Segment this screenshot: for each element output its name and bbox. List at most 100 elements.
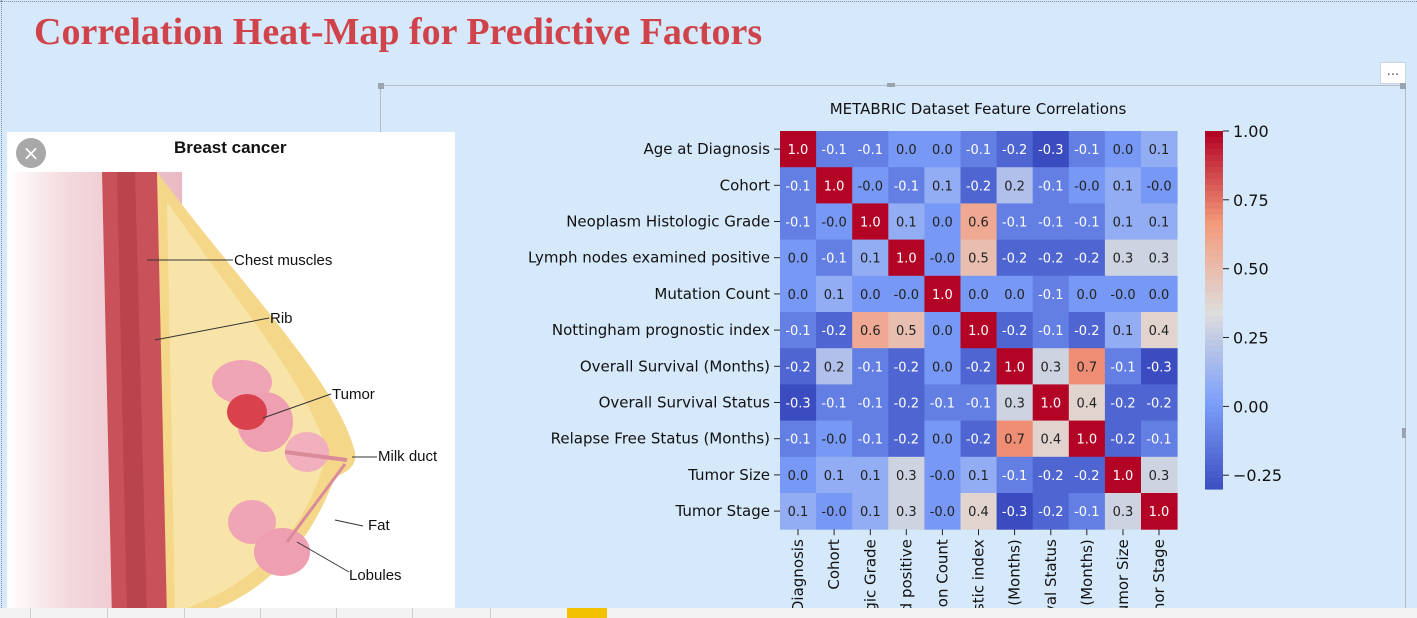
row-label: Nottingham prognostic index [552, 321, 770, 339]
colorbar-segment [1205, 471, 1223, 478]
colorbar-segment [1205, 369, 1223, 377]
heatmap-cell [816, 493, 853, 530]
row-label: Overall Survival (Months) [580, 357, 770, 375]
heatmap-cell [960, 203, 998, 241]
cell-value-label: -0.0 [1074, 179, 1099, 194]
heatmap-cell [1068, 312, 1106, 349]
heatmap-cell [1068, 493, 1106, 530]
heatmap-cell [780, 493, 817, 530]
column-label: utation Count [933, 539, 951, 618]
bottom-tab[interactable] [336, 608, 337, 618]
slide-title: Correlation Heat-Map for Predictive Fact… [34, 11, 763, 53]
heatmap-cell [1032, 312, 1070, 349]
heatmap-cell [996, 131, 1034, 168]
heatmap-cell [816, 275, 853, 313]
cell-value-label: -0.2 [1038, 469, 1063, 484]
cell-value-label: 1.0 [932, 288, 953, 303]
heatmap-cell [924, 239, 961, 277]
heatmap-cell [1141, 203, 1178, 241]
cell-value-label: 0.1 [860, 505, 881, 520]
resize-handle-right[interactable] [1402, 428, 1406, 438]
colorbar-segment [1205, 459, 1223, 466]
cell-value-label: -0.0 [821, 433, 846, 448]
resize-handle-top-right[interactable] [1400, 83, 1406, 89]
bottom-tab[interactable] [260, 608, 261, 618]
cell-value-label: 0.3 [1040, 360, 1061, 375]
cell-value-label: -0.1 [1146, 433, 1171, 448]
breast-cancer-illustration [7, 132, 455, 618]
colorbar-segment [1205, 483, 1223, 490]
heatmap-cell [924, 420, 961, 458]
cell-value-label: 0.0 [788, 288, 809, 303]
heatmap-cell [1141, 420, 1178, 458]
colorbar-segment [1205, 256, 1223, 263]
heatmap-cell [888, 167, 925, 204]
colorbar-segment [1205, 166, 1223, 174]
colorbar-segment [1205, 327, 1223, 335]
cell-value-label: -0.1 [785, 324, 810, 339]
bottom-tab[interactable] [30, 608, 31, 618]
heatmap-cell [996, 167, 1034, 204]
colorbar-segment [1205, 429, 1223, 436]
heatmap-cell [852, 384, 889, 422]
heatmap-cell [1104, 348, 1142, 385]
heatmap-cell [924, 312, 961, 349]
heatmap-cell [960, 131, 998, 168]
illustration-title: Breast cancer [174, 138, 287, 157]
colorbar-segment [1205, 131, 1223, 138]
bottom-tab[interactable] [107, 608, 108, 618]
heatmap-cell [996, 456, 1034, 494]
heatmap-cell [1104, 493, 1142, 530]
row-label: Neoplasm Histologic Grade [566, 213, 770, 231]
cell-value-label: -0.3 [1038, 143, 1063, 158]
cell-value-label: -0.2 [894, 433, 919, 448]
heatmap-cell [1104, 131, 1142, 168]
column-label: ologic Grade [861, 539, 879, 618]
heatmap-cell [1141, 493, 1178, 530]
heatmap-cell [996, 312, 1034, 349]
resize-handle-top-left[interactable] [378, 83, 384, 89]
close-icon[interactable]: × [16, 138, 46, 168]
cell-value-label: 0.0 [788, 252, 809, 267]
bottom-tab[interactable] [490, 608, 491, 618]
cell-value-label: 0.5 [896, 324, 917, 339]
row-label: Relapse Free Status (Months) [551, 430, 770, 448]
cell-value-label: -0.2 [966, 360, 991, 375]
heatmap-cell [996, 275, 1034, 313]
heatmap-cell [852, 131, 889, 168]
heatmap-cell [1104, 167, 1142, 204]
more-options-button[interactable]: ... [1380, 62, 1406, 84]
resize-handle-top[interactable] [887, 83, 895, 87]
heatmap-cell [1141, 348, 1178, 385]
heatmap-cell [1104, 384, 1142, 422]
cell-value-label: 1.0 [860, 216, 881, 231]
heatmap-cell [816, 203, 853, 241]
colorbar-segment [1205, 310, 1223, 317]
cell-value-label: 1.0 [1113, 469, 1134, 484]
bottom-tab[interactable] [184, 608, 185, 618]
heatmap-cell [1104, 420, 1142, 458]
cell-value-label: 0.4 [1149, 324, 1170, 339]
cell-value-label: -0.2 [1074, 324, 1099, 339]
colorbar-segment [1205, 184, 1223, 192]
cell-value-label: -0.1 [1038, 324, 1063, 339]
heatmap-cell [960, 420, 998, 458]
bottom-highlight[interactable] [567, 608, 607, 618]
cell-value-label: 0.1 [1149, 143, 1170, 158]
colorbar-segment [1205, 417, 1223, 424]
cell-value-label: -0.2 [894, 360, 919, 375]
column-label: Tumor Size [1114, 539, 1132, 618]
colorbar-segment [1205, 339, 1223, 347]
cell-value-label: -0.0 [1146, 179, 1171, 194]
bottom-tab[interactable] [412, 608, 413, 618]
cell-value-label: 0.3 [1149, 252, 1170, 267]
cell-value-label: 1.0 [824, 179, 845, 194]
heatmap-cell [1032, 493, 1070, 530]
cell-value-label: 0.0 [932, 216, 953, 231]
colorbar-segment [1205, 160, 1223, 168]
colorbar-segment [1205, 250, 1223, 257]
cell-value-label: -0.1 [785, 216, 810, 231]
heatmap-cell [816, 312, 853, 349]
colorbar-segment [1205, 333, 1223, 341]
